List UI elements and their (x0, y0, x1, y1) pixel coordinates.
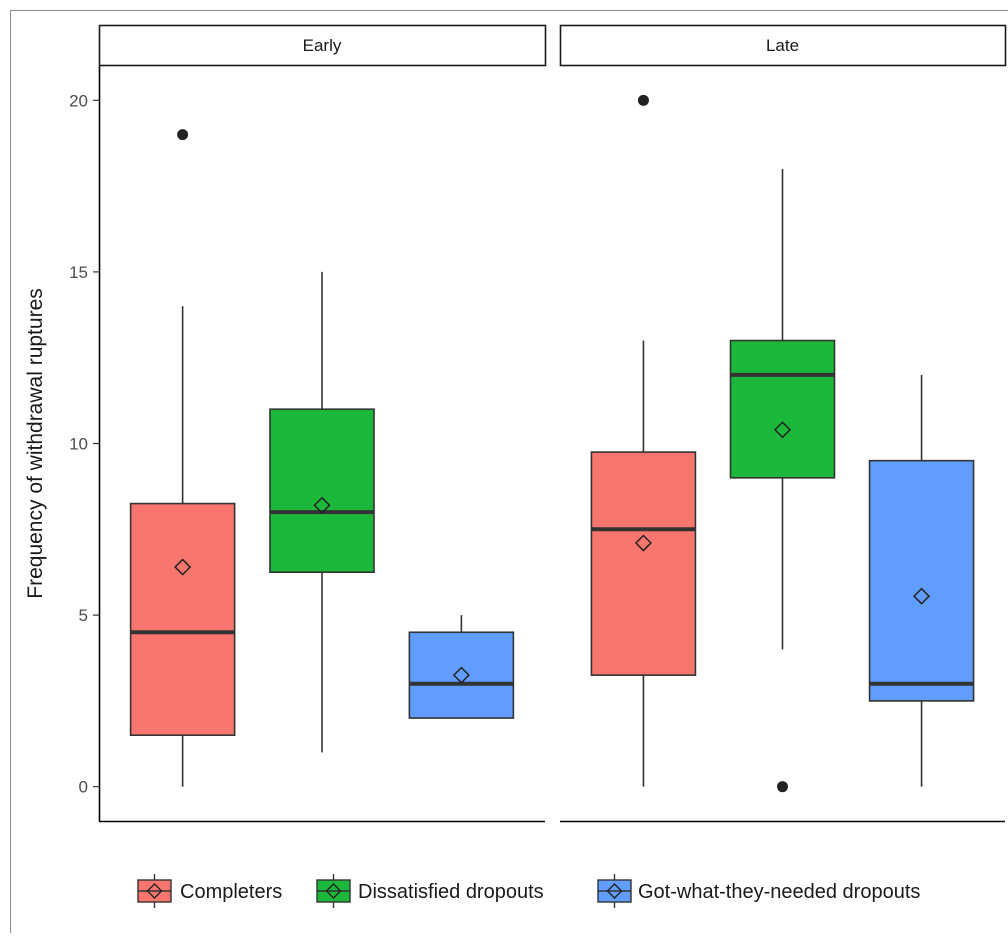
box-early-got-what-they-needed-dropouts (409, 615, 513, 718)
legend-item-dissatisfied-dropouts: Dissatisfied dropouts (317, 874, 544, 908)
outlier-point (177, 129, 188, 140)
panels-layer: Early Late (99, 26, 1006, 822)
box-early-dissatisfied-dropouts (270, 272, 374, 752)
box-iqr (131, 504, 235, 736)
legend-label: Completers (180, 881, 282, 903)
y-tick-label: 0 (79, 778, 88, 797)
legend-label: Got-what-they-needed dropouts (638, 881, 920, 903)
legend-label: Dissatisfied dropouts (358, 881, 544, 903)
y-tick-label: 5 (79, 606, 88, 625)
box-iqr (270, 409, 374, 572)
y-axis-title: Frequency of withdrawal ruptures (24, 288, 47, 598)
box-iqr (870, 461, 974, 701)
outlier-point (638, 95, 649, 106)
box-early-completers (131, 129, 235, 787)
legend-item-completers: Completers (138, 874, 282, 908)
strip-label: Late (766, 36, 799, 55)
strip-label: Early (303, 36, 342, 55)
panel-early: Early (99, 26, 546, 822)
image-frame (11, 11, 1008, 934)
box-iqr (409, 632, 513, 718)
panel-late: Late (560, 26, 1006, 822)
y-tick-label: 15 (69, 263, 88, 282)
outlier-point (777, 781, 788, 792)
axes-layer: 0 5 10 15 20 Frequency of withdrawal ruptures (24, 66, 100, 822)
box-iqr (591, 452, 695, 675)
legend: Completers Dissatisfied dropouts Got-what-… (138, 874, 920, 908)
y-tick-label: 20 (69, 91, 88, 110)
box-late-dissatisfied-dropouts (731, 169, 835, 792)
box-iqr (731, 341, 835, 478)
y-tick-label: 10 (69, 435, 88, 454)
legend-item-got-what-they-needed-dropouts: Got-what-they-needed dropouts (598, 874, 920, 908)
box-late-got-what-they-needed-dropouts (870, 375, 974, 787)
box-late-completers (591, 95, 695, 787)
